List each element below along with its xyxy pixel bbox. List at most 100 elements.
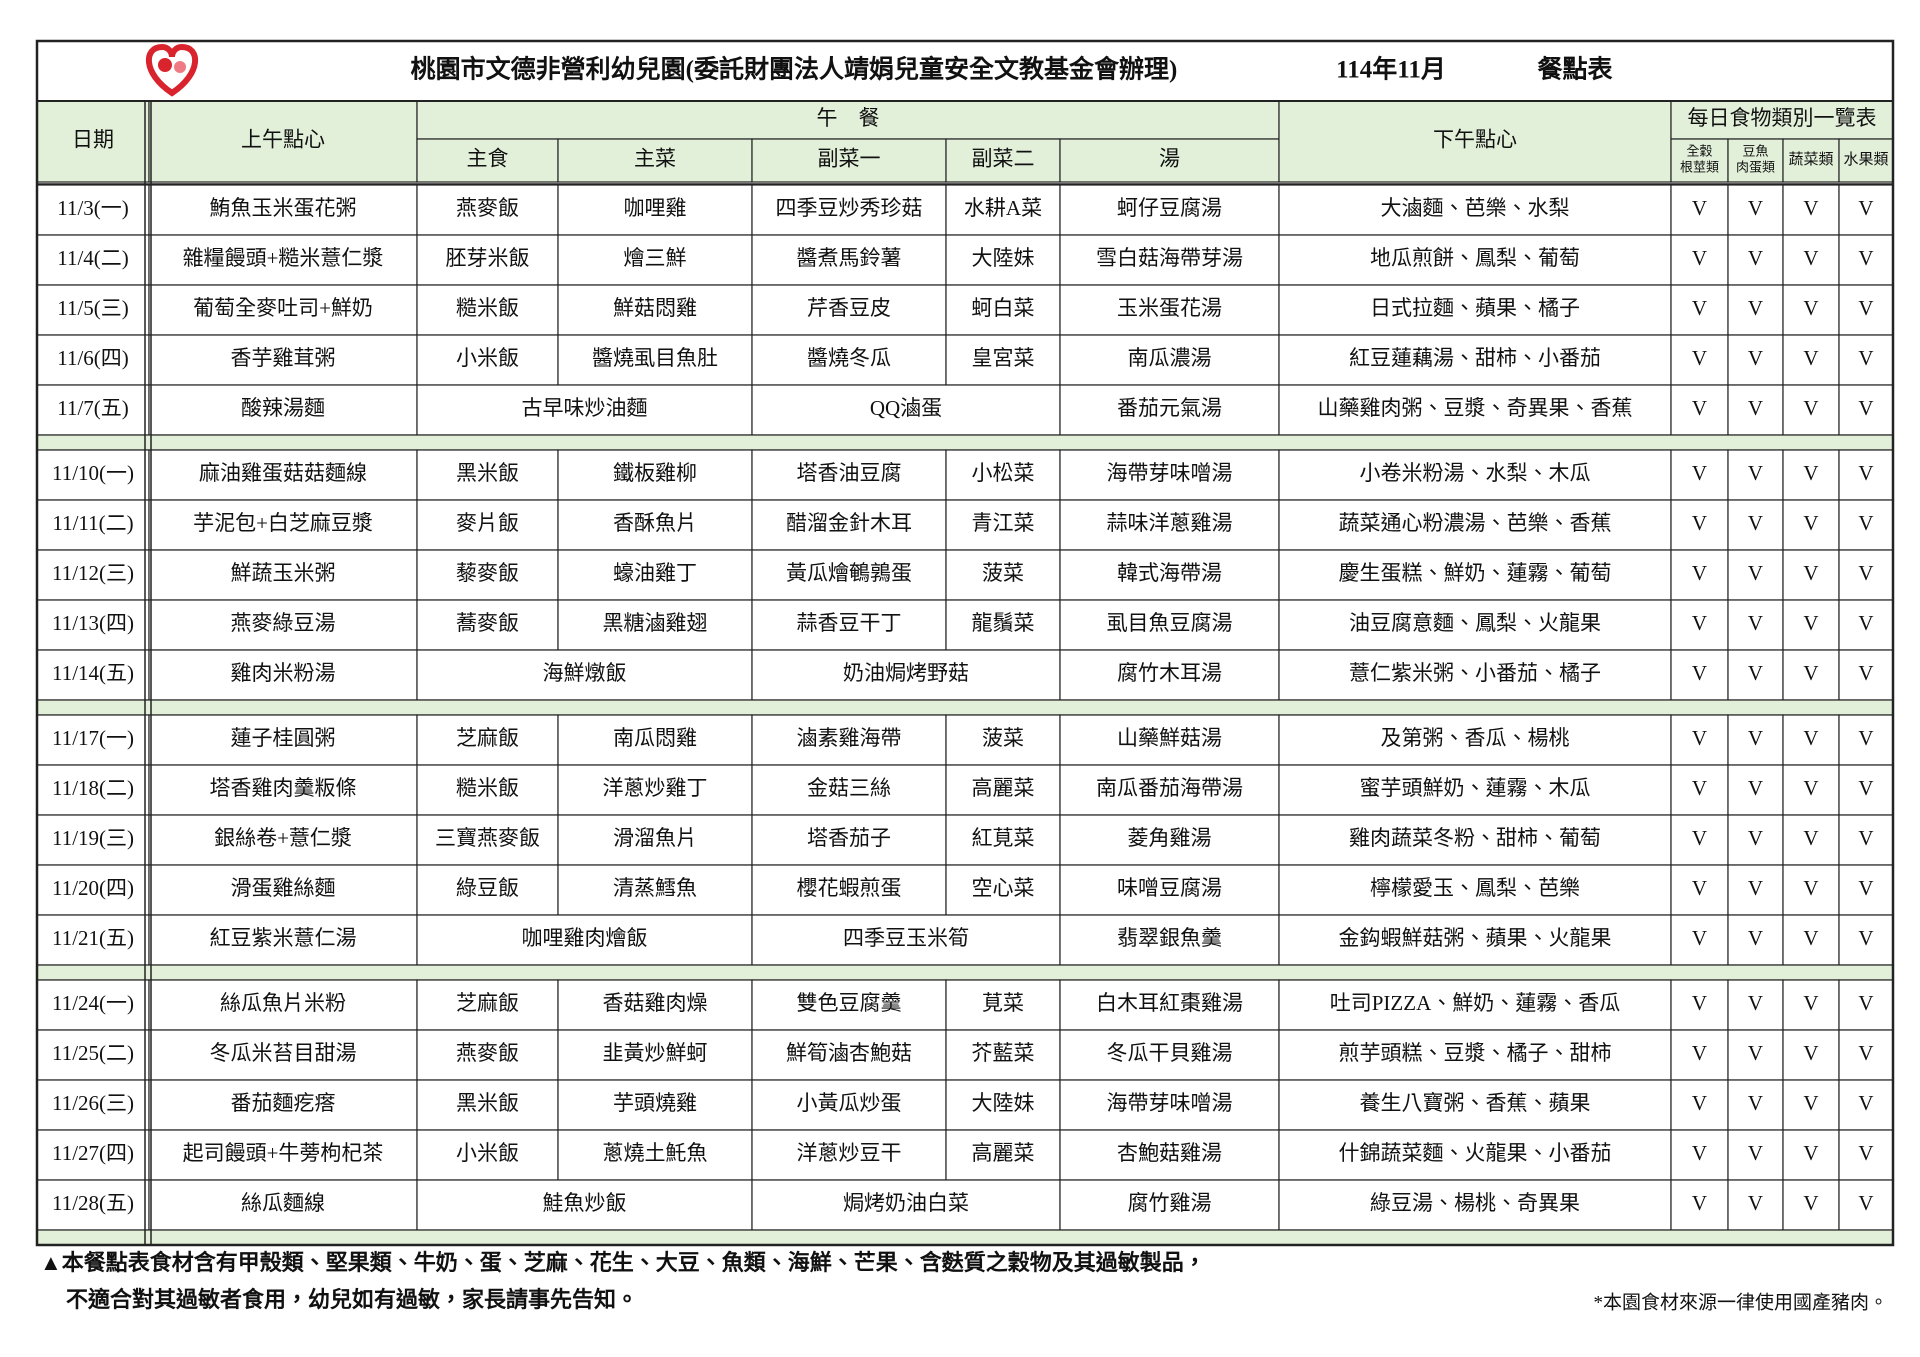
lunch-item: 綠豆飯 <box>456 876 519 900</box>
date-cell: 11/12(三) <box>52 561 134 585</box>
table-cell <box>1278 714 1672 766</box>
lunch-item: 醬燒冬瓜 <box>807 346 891 370</box>
table-cell <box>1670 334 1729 386</box>
morning-snack: 紅豆紫米薏仁湯 <box>210 926 357 950</box>
column-header: 主食 <box>467 146 509 170</box>
afternoon-snack: 金鈎蝦鮮菇粥、蘋果、火龍果 <box>1339 926 1612 950</box>
lunch-item: 蕎麥飯 <box>456 611 519 635</box>
category-check: V <box>1803 726 1818 750</box>
lunch-item: 燕麥飯 <box>456 196 519 220</box>
table-cell <box>945 864 1061 916</box>
lunch-item: 奶油焗烤野菇 <box>843 661 969 685</box>
table-cell <box>148 384 418 436</box>
lunch-item: 醬煮馬鈴薯 <box>797 246 902 270</box>
lunch-item: 菠菜 <box>982 726 1024 750</box>
category-check: V <box>1803 196 1818 220</box>
lunch-item: 海帶芽味噌湯 <box>1107 1091 1233 1115</box>
lunch-item: 番茄元氣湯 <box>1117 396 1222 420</box>
table-cell <box>1727 284 1784 336</box>
month: 114年11月 <box>1336 55 1446 84</box>
afternoon-snack: 油豆腐意麵、鳳梨、火龍果 <box>1349 611 1601 635</box>
category-check: V <box>1748 991 1763 1015</box>
category-check: V <box>1692 196 1707 220</box>
table-cell <box>1727 764 1784 816</box>
lunch-item: 古早味炒油麵 <box>522 396 648 420</box>
category-check: V <box>1803 611 1818 635</box>
table-cell <box>945 549 1061 601</box>
table-cell <box>1670 764 1729 816</box>
table-cell <box>148 284 418 336</box>
table-cell <box>1670 184 1729 236</box>
category-check: V <box>1692 926 1707 950</box>
table-cell <box>1782 138 1840 183</box>
category-header: 蔬菜類 <box>1788 151 1833 168</box>
morning-snack: 滑蛋雞絲麵 <box>231 876 336 900</box>
lunch-item: 山藥鮮菇湯 <box>1117 726 1222 750</box>
morning-snack: 絲瓜麵線 <box>241 1191 325 1215</box>
lunch-item: 小黃瓜炒蛋 <box>797 1091 902 1115</box>
table-cell <box>557 1079 753 1131</box>
afternoon-snack: 養生八寶粥、香蕉、蘋果 <box>1360 1091 1591 1115</box>
table-cell <box>36 449 150 501</box>
afternoon-snack: 蔬菜通心粉濃湯、芭樂、香蕉 <box>1339 511 1612 535</box>
date-cell: 11/27(四) <box>52 1141 134 1165</box>
table-cell <box>1727 449 1784 501</box>
category-check: V <box>1803 991 1818 1015</box>
lunch-item: 香菇雞肉燥 <box>603 991 708 1015</box>
table-cell <box>148 1129 418 1181</box>
category-check: V <box>1803 246 1818 270</box>
table-cell <box>557 499 753 551</box>
table-cell <box>1838 864 1894 916</box>
lunch-item: 洋蔥炒豆干 <box>797 1141 902 1165</box>
morning-snack: 燕麥綠豆湯 <box>231 611 336 635</box>
table-cell <box>1838 499 1894 551</box>
table-cell <box>1782 449 1840 501</box>
category-check: V <box>1748 726 1763 750</box>
week-separator <box>36 1229 1894 1246</box>
date-cell: 11/24(一) <box>52 991 134 1015</box>
lunch-item: 蠔油雞丁 <box>613 561 697 585</box>
table-cell <box>416 649 753 701</box>
table-cell <box>1278 184 1672 236</box>
lunch-item: 龍鬚菜 <box>972 611 1035 635</box>
category-header: 全穀 <box>1686 143 1712 158</box>
date-cell: 11/14(五) <box>52 661 134 685</box>
category-check: V <box>1803 1141 1818 1165</box>
category-check: V <box>1803 511 1818 535</box>
table-cell <box>557 1129 753 1181</box>
table-cell <box>1670 714 1729 766</box>
category-check: V <box>1858 1141 1873 1165</box>
lunch-item: 糙米飯 <box>456 776 519 800</box>
category-check: V <box>1803 1191 1818 1215</box>
table-cell <box>1278 864 1672 916</box>
table-cell <box>1059 764 1280 816</box>
date-cell: 11/5(三) <box>57 296 129 320</box>
category-check: V <box>1748 611 1763 635</box>
date-cell: 11/28(五) <box>52 1191 134 1215</box>
category-check: V <box>1692 461 1707 485</box>
category-check: V <box>1858 196 1873 220</box>
table-cell <box>1670 979 1729 1031</box>
lunch-item: 紅莧菜 <box>972 826 1035 850</box>
category-check: V <box>1748 826 1763 850</box>
category-check: V <box>1858 461 1873 485</box>
lunch-item: 黑米飯 <box>456 1091 519 1115</box>
category-check: V <box>1692 561 1707 585</box>
lunch-item: 冬瓜干貝雞湯 <box>1107 1041 1233 1065</box>
lunch-item: 高麗菜 <box>972 776 1035 800</box>
category-header: 肉蛋類 <box>1736 159 1775 174</box>
table-cell <box>1838 549 1894 601</box>
table-cell <box>1727 649 1784 701</box>
category-check: V <box>1858 1091 1873 1115</box>
lunch-item: 醬燒虱目魚肚 <box>592 346 718 370</box>
lunch-item: 燴三鮮 <box>624 246 687 270</box>
category-check: V <box>1692 991 1707 1015</box>
table-cell <box>751 979 947 1031</box>
afternoon-snack: 薏仁紫米粥、小番茄、橘子 <box>1349 661 1601 685</box>
lunch-item: 四季豆玉米筍 <box>843 926 969 950</box>
lunch-item: 糙米飯 <box>456 296 519 320</box>
morning-snack: 麻油雞蛋菇菇麵線 <box>199 461 367 485</box>
table-cell <box>1782 284 1840 336</box>
lunch-item: 腐竹木耳湯 <box>1117 661 1222 685</box>
lunch-item: 燕麥飯 <box>456 1041 519 1065</box>
